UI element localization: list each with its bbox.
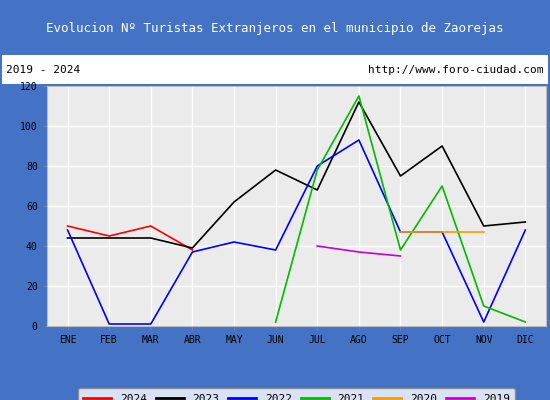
Text: 2019 - 2024: 2019 - 2024	[6, 65, 80, 74]
Legend: 2024, 2023, 2022, 2021, 2020, 2019: 2024, 2023, 2022, 2021, 2020, 2019	[78, 388, 515, 400]
Text: http://www.foro-ciudad.com: http://www.foro-ciudad.com	[368, 65, 544, 74]
Text: Evolucion Nº Turistas Extranjeros en el municipio de Zaorejas: Evolucion Nº Turistas Extranjeros en el …	[46, 22, 504, 35]
